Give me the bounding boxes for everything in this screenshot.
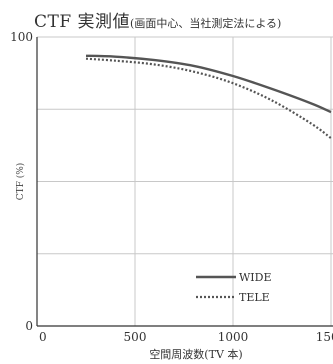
y-tick-label: 0 xyxy=(25,319,33,333)
x-tick-label: 500 xyxy=(124,330,147,344)
legend-label-wide: WIDE xyxy=(239,271,272,284)
chart-title: CTF 実測値 xyxy=(34,12,131,32)
series-line-tele xyxy=(85,57,332,140)
x-tick-label: 1000 xyxy=(218,330,249,344)
x-tick-label: 1500 xyxy=(316,330,333,344)
y-axis-label: CTF (%) xyxy=(15,163,26,201)
x-tick-label: 0 xyxy=(39,330,47,344)
chart-title-block: CTF 実測値(画面中心、当社測定法による) xyxy=(34,7,281,32)
legend-label-tele: TELE xyxy=(239,291,270,304)
chart-subtitle: (画面中心、当社測定法による) xyxy=(130,17,282,30)
series-line-wide xyxy=(85,54,332,114)
y-tick-label: 100 xyxy=(10,30,33,44)
x-axis-label: 空間周波数(TV 本) xyxy=(149,347,242,361)
